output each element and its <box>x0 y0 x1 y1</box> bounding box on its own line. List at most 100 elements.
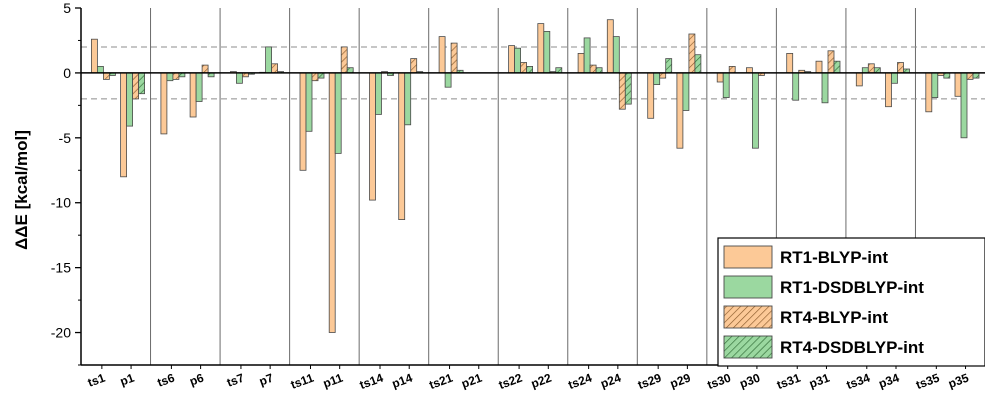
y-tick-label: -5 <box>59 130 72 146</box>
bar-rt1-blyp-int-ts11 <box>299 72 307 171</box>
bar-rt1-dsdblyp-int-p29 <box>682 72 690 111</box>
x-tick-label: ts34 <box>844 371 872 392</box>
legend-swatch <box>723 335 773 359</box>
x-tick-label: p29 <box>668 371 693 391</box>
bar-rt1-dsdblyp-int-p11 <box>334 72 342 154</box>
bar-rt4-blyp-int-p6 <box>201 64 209 74</box>
bar-rt4-blyp-int-ts21 <box>450 42 458 74</box>
bar-rt1-dsdblyp-int-ts35 <box>931 72 939 99</box>
bar-rt1-dsdblyp-int-ts24 <box>583 37 591 74</box>
x-tick-label: p22 <box>529 371 554 391</box>
bar-rt1-blyp-int-p34 <box>885 72 892 108</box>
x-tick-label: p11 <box>321 371 345 391</box>
bar-rt4-blyp-int-ts24 <box>589 64 597 74</box>
bar-rt4-blyp-int-ts6 <box>172 72 180 80</box>
bar-rt4-dsdblyp-int-ts22 <box>526 66 533 74</box>
bar-rt1-dsdblyp-int-ts34 <box>861 67 869 74</box>
bar-rt4-dsdblyp-int-ts29 <box>665 58 673 74</box>
bar-rt1-blyp-int-p11 <box>328 72 336 333</box>
x-tick-label: ts11 <box>289 371 316 392</box>
bar-rt1-dsdblyp-int-ts7 <box>235 72 243 84</box>
legend-label: RT4-DSDBLYP-int <box>780 338 924 357</box>
bar-rt4-dsdblyp-int-ts11 <box>317 72 325 79</box>
x-tick-label: ts35 <box>914 371 942 392</box>
x-tick-label: ts6 <box>155 371 176 390</box>
bar-rt1-dsdblyp-int-p14 <box>404 72 412 126</box>
x-tick-label: p31 <box>807 371 832 391</box>
bar-rt1-blyp-int-ts35 <box>925 72 933 113</box>
bar-rt1-blyp-int-ts29 <box>647 72 655 119</box>
bar-rt4-dsdblyp-int-p35 <box>972 72 980 79</box>
bar-rt4-blyp-int-p31 <box>827 50 835 74</box>
bar-rt1-dsdblyp-int-p34 <box>891 72 898 84</box>
bar-rt1-blyp-int-ts31 <box>786 53 794 74</box>
bar-rt1-dsdblyp-int-ts21 <box>444 72 452 88</box>
bar-rt1-dsdblyp-int-ts14 <box>375 72 382 115</box>
bar-rt4-dsdblyp-int-p1 <box>138 72 146 95</box>
bar-rt4-dsdblyp-int-p11 <box>346 67 354 74</box>
bar-rt4-blyp-int-p7 <box>271 63 279 74</box>
bar-rt4-blyp-int-ts29 <box>659 72 667 79</box>
bar-rt1-blyp-int-ts1 <box>91 38 98 74</box>
x-tick-label: p30 <box>738 371 763 391</box>
bar-rt1-dsdblyp-int-p24 <box>612 36 620 74</box>
legend-swatch <box>723 305 773 329</box>
bar-rt1-dsdblyp-int-ts29 <box>653 72 661 86</box>
bar-rt1-blyp-int-p35 <box>954 72 962 97</box>
bar-rt4-dsdblyp-int-ts24 <box>595 67 603 74</box>
bar-rt1-dsdblyp-int-p35 <box>960 72 968 139</box>
legend-swatch <box>723 275 773 299</box>
bar-rt1-blyp-int-ts22 <box>508 45 516 74</box>
y-tick-label: -20 <box>51 325 71 341</box>
bar-rt1-blyp-int-p24 <box>606 19 614 74</box>
bar-rt1-blyp-int-ts24 <box>577 53 585 74</box>
x-tick-label: p21 <box>460 371 485 391</box>
bar-rt4-blyp-int-p1 <box>132 72 140 100</box>
bar-rt4-dsdblyp-int-ts34 <box>873 67 881 74</box>
x-tick-label: p1 <box>118 371 136 389</box>
bar-rt4-dsdblyp-int-p22 <box>555 67 563 74</box>
bar-rt4-blyp-int-p29 <box>688 33 696 74</box>
bar-rt1-dsdblyp-int-ts30 <box>722 72 730 99</box>
bar-rt1-blyp-int-p22 <box>537 23 545 74</box>
bar-rt1-dsdblyp-int-p1 <box>126 72 133 127</box>
bar-rt4-dsdblyp-int-ts35 <box>943 72 951 79</box>
x-tick-label: p24 <box>599 371 624 391</box>
bar-rt4-blyp-int-p24 <box>618 72 626 110</box>
y-tick-label: -10 <box>51 195 71 211</box>
bar-rt1-blyp-int-ts34 <box>855 72 863 87</box>
x-tick-label: ts31 <box>775 371 803 392</box>
bar-rt1-dsdblyp-int-p7 <box>265 46 273 74</box>
bar-rt4-dsdblyp-int-p29 <box>694 54 702 74</box>
x-tick-label: ts24 <box>566 371 594 392</box>
x-tick-label: ts7 <box>225 371 246 390</box>
bar-rt4-blyp-int-ts1 <box>103 72 110 80</box>
bar-rt1-blyp-int-ts30 <box>716 72 724 83</box>
bar-rt1-blyp-int-p29 <box>676 72 684 149</box>
bar-rt4-blyp-int-p34 <box>897 62 904 74</box>
x-tick-label: p34 <box>877 371 902 391</box>
y-axis-title: ΔΔE [kcal/mol] <box>12 130 31 250</box>
x-tick-label: ts22 <box>497 371 525 392</box>
bar-rt1-blyp-int-p30 <box>746 67 753 74</box>
x-tick-label: p7 <box>257 371 275 389</box>
y-tick-label: -15 <box>51 260 71 276</box>
bar-rt1-blyp-int-p31 <box>815 60 823 74</box>
x-tick-label: ts1 <box>86 371 107 390</box>
y-tick-label: 5 <box>63 0 71 16</box>
x-tick-label: p35 <box>946 371 971 391</box>
bar-rt1-dsdblyp-int-p6 <box>195 72 203 102</box>
bar-rt1-dsdblyp-int-ts1 <box>97 66 104 74</box>
bar-rt1-blyp-int-ts6 <box>160 72 168 135</box>
x-tick-label: ts14 <box>358 371 386 392</box>
bar-rt1-dsdblyp-int-p31 <box>821 72 829 104</box>
bar-rt1-blyp-int-ts21 <box>438 36 446 74</box>
bar-rt1-dsdblyp-int-ts22 <box>514 47 521 74</box>
bar-rt1-dsdblyp-int-p30 <box>752 72 759 149</box>
bar-rt1-dsdblyp-int-ts6 <box>166 72 174 82</box>
bar-rt1-dsdblyp-int-p22 <box>543 30 551 74</box>
x-tick-label: p14 <box>390 371 415 391</box>
x-tick-label: ts21 <box>427 371 455 392</box>
bar-rt4-blyp-int-ts34 <box>867 63 875 74</box>
bar-rt1-blyp-int-p14 <box>398 72 406 220</box>
